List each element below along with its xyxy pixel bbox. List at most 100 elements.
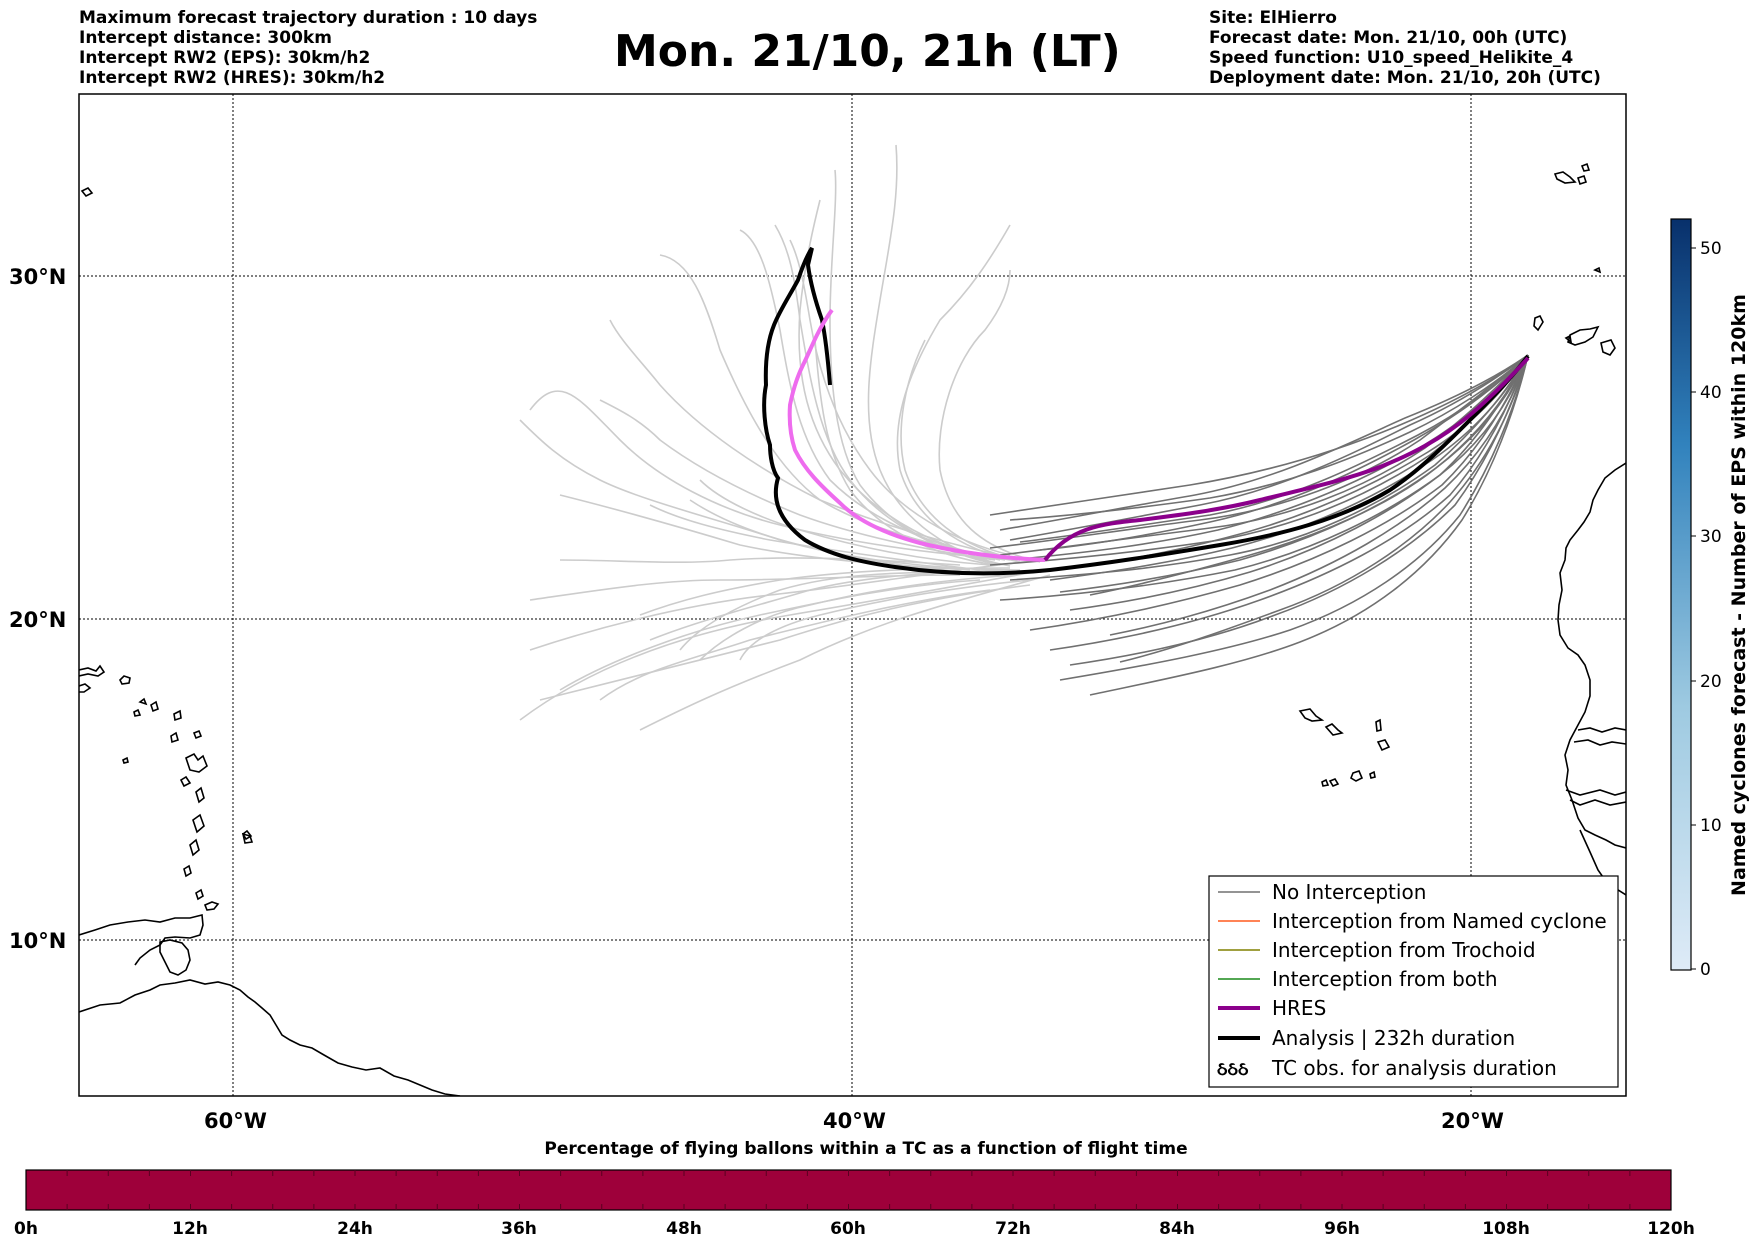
map-frame (78, 93, 1627, 1097)
eps-dark-1 (989, 354, 1529, 549)
eps-light-27 (900, 339, 1021, 561)
tc-symbol-icon: ઠઠઠ (1217, 1059, 1249, 1080)
hbar-tick-108h: 108h (1482, 1219, 1530, 1239)
legend-item-both: Interception from both (1218, 967, 1498, 991)
eps-light-22 (649, 504, 981, 571)
legend-item-tc-obs: ઠઠઠ TC obs. for analysis duration (1217, 1056, 1557, 1080)
lat-label-30n: 30°N (9, 265, 66, 289)
hres-trajectory-early (787, 308, 1046, 562)
africa-river-c (1569, 799, 1626, 806)
eps-dark-21 (1089, 354, 1529, 596)
st-lucia (189, 838, 200, 857)
legend-label: TC obs. for analysis duration (1271, 1056, 1557, 1080)
hbar-tick-60h: 60h (830, 1219, 866, 1239)
legend-item-trochoid: Interception from Trochoid (1218, 938, 1536, 962)
eps-light-1 (519, 571, 1036, 721)
eps-light-5 (529, 390, 1021, 561)
vbar-tick-30: 30 (1700, 527, 1722, 547)
eps-light-32 (699, 479, 991, 566)
azores-1 (1553, 171, 1577, 184)
lon-label-60w: 60°W (204, 1109, 267, 1133)
legend-label: Interception from both (1272, 967, 1498, 991)
anguilla (150, 700, 159, 713)
eps-light-14 (559, 579, 981, 691)
colorbar-vertical: 0 10 20 30 40 50 Named cyclones forecast… (1670, 218, 1750, 980)
islet-c (241, 829, 253, 841)
lon-label-40w: 40°W (823, 1109, 886, 1133)
eps-trajectories-dark (989, 354, 1529, 696)
eps-dark-16 (1049, 354, 1529, 581)
legend-item-named-cyclone: Interception from Named cyclone (1218, 909, 1607, 933)
colorbar-vertical-label: Named cyclones forecast - Number of EPS … (1728, 294, 1750, 896)
hbar-tick-36h: 36h (501, 1219, 537, 1239)
eps-light-4 (639, 574, 1051, 731)
bermuda-ish (80, 186, 94, 198)
legend-label: Interception from Named cyclone (1272, 909, 1607, 933)
eps-dark-20 (1009, 354, 1529, 521)
eps-light-18 (599, 589, 991, 701)
dominica (195, 786, 205, 804)
eps-light-24 (699, 574, 1016, 661)
intercept-hres-text: Intercept RW2 (HRES): 30km/h2 (79, 68, 386, 88)
legend-item-analysis: Analysis | 232h duration (1218, 1026, 1515, 1050)
hbar-tick-120h: 120h (1647, 1219, 1695, 1239)
cape-verde-8 (1321, 778, 1330, 787)
cape-verde-1 (1298, 708, 1325, 722)
hres-trajectory-late (1043, 356, 1530, 562)
africa-river-b (1573, 739, 1626, 746)
legend-label: HRES (1272, 996, 1326, 1020)
eps-dark-24 (1119, 354, 1529, 663)
header-right-info: Site: ElHierro Forecast date: Mon. 21/10… (1209, 8, 1601, 88)
hbar-tick-84h: 84h (1159, 1219, 1195, 1239)
max-duration-text: Maximum forecast trajectory duration : 1… (79, 8, 538, 28)
cape-verde-6 (1328, 778, 1340, 787)
hbar-tick-96h: 96h (1324, 1219, 1360, 1239)
eps-dark-19 (989, 354, 1529, 516)
cape-verde-2 (1324, 723, 1344, 736)
vbar-tick-0: 0 (1700, 960, 1711, 980)
vbar-tick-20: 20 (1700, 672, 1722, 692)
eps-trajectories-light (519, 144, 1051, 731)
africa-river-a (1577, 727, 1626, 733)
legend-item-hres: HRES (1218, 996, 1326, 1020)
guadeloupe (185, 752, 208, 773)
deployment-date-text: Deployment date: Mon. 21/10, 20h (UTC) (1209, 68, 1601, 88)
hbar-tick-48h: 48h (666, 1219, 702, 1239)
site-text: Site: ElHierro (1209, 8, 1337, 28)
vbar-tick-10: 10 (1700, 816, 1722, 836)
hbar-tick-0h: 0h (14, 1219, 38, 1239)
cape-verde-4 (1376, 739, 1391, 752)
intercept-eps-text: Intercept RW2 (EPS): 30km/h2 (79, 48, 371, 68)
azores-2 (1576, 174, 1588, 186)
lat-label-10n: 10°N (9, 929, 66, 953)
virgin-islands (79, 664, 106, 677)
islet-a (138, 697, 148, 706)
eps-light-6 (519, 419, 1021, 571)
puerto-rico-east (119, 675, 131, 685)
cape-verde-5 (1350, 770, 1364, 782)
colorbar-horizontal: Percentage of flying ballons within a TC… (14, 1139, 1695, 1239)
hbar-tick-24h: 24h (337, 1219, 373, 1239)
eps-dark-6 (1029, 354, 1529, 631)
barbados-small (122, 756, 129, 764)
intercept-distance-text: Intercept distance: 300km (79, 28, 332, 48)
eps-light-11 (867, 144, 1011, 567)
islet-b (170, 731, 179, 744)
vbar-tick-50: 50 (1700, 239, 1722, 259)
st-vincent (183, 864, 192, 878)
analysis-trajectory (762, 246, 1530, 576)
legend-label: Interception from Trochoid (1272, 938, 1536, 962)
lat-label-20n: 20°N (9, 608, 66, 632)
eps-dark-9 (1059, 354, 1529, 681)
vbar-tick-40: 40 (1700, 383, 1722, 403)
eps-dark-23 (1039, 354, 1529, 551)
canary-1 (1567, 325, 1600, 346)
eps-dark-18 (1069, 354, 1529, 611)
forecast-date-text: Forecast date: Mon. 21/10, 00h (UTC) (1209, 28, 1568, 48)
eps-dark-22 (1109, 354, 1529, 636)
map-panel[interactable]: No Interception Interception from Named … (78, 93, 1627, 1097)
canary-3 (1564, 334, 1573, 344)
greater-antilles-edge (79, 683, 92, 693)
colorbar-horizontal-title: Percentage of flying ballons within a TC… (544, 1139, 1187, 1159)
